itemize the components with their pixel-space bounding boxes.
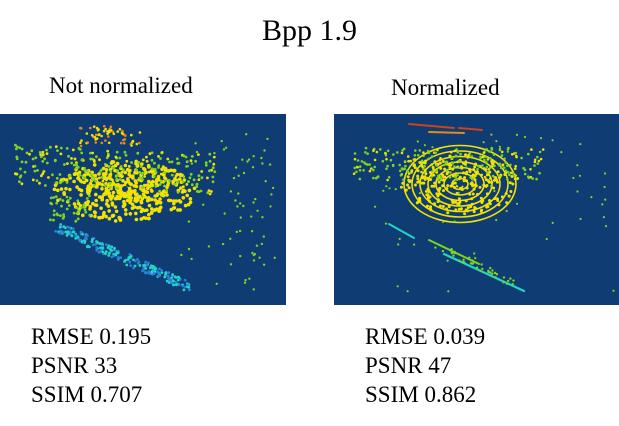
panel-label-not-normalized: Not normalized: [49, 73, 193, 98]
figure-title: Bpp 1.9: [261, 14, 357, 47]
rmse-value: RMSE 0.195: [31, 324, 152, 349]
psnr-value: PSNR 47: [365, 353, 452, 378]
point-cloud-render: [352, 123, 615, 293]
metrics-not-normalized: RMSE 0.195 PSNR 33 SSIM 0.707: [31, 322, 151, 409]
ssim-value: SSIM 0.707: [31, 382, 143, 407]
point-cloud-image-normalized: [334, 114, 619, 305]
psnr-value: PSNR 33: [31, 353, 118, 378]
point-cloud-render: [14, 124, 276, 292]
panel-label-normalized: Normalized: [391, 75, 500, 100]
ssim-value: SSIM 0.862: [365, 382, 477, 407]
point-cloud-image-not-normalized: [0, 114, 286, 305]
rmse-value: RMSE 0.039: [365, 324, 486, 349]
metrics-normalized: RMSE 0.039 PSNR 47 SSIM 0.862: [365, 322, 485, 409]
